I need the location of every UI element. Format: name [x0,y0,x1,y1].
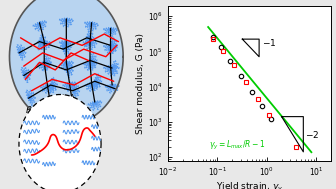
Text: $R$: $R$ [25,104,33,115]
Y-axis label: Shear modulus, G (Pa): Shear modulus, G (Pa) [136,33,145,134]
Text: $-2$: $-2$ [305,129,320,140]
Text: $-1$: $-1$ [262,37,277,48]
Text: $L_{max}$: $L_{max}$ [63,157,82,169]
Circle shape [9,0,123,125]
Text: $\gamma_y=L_{max}/R-1$: $\gamma_y=L_{max}/R-1$ [209,139,266,152]
X-axis label: Yield strain, $\gamma_y$: Yield strain, $\gamma_y$ [216,181,283,189]
Circle shape [19,94,101,189]
